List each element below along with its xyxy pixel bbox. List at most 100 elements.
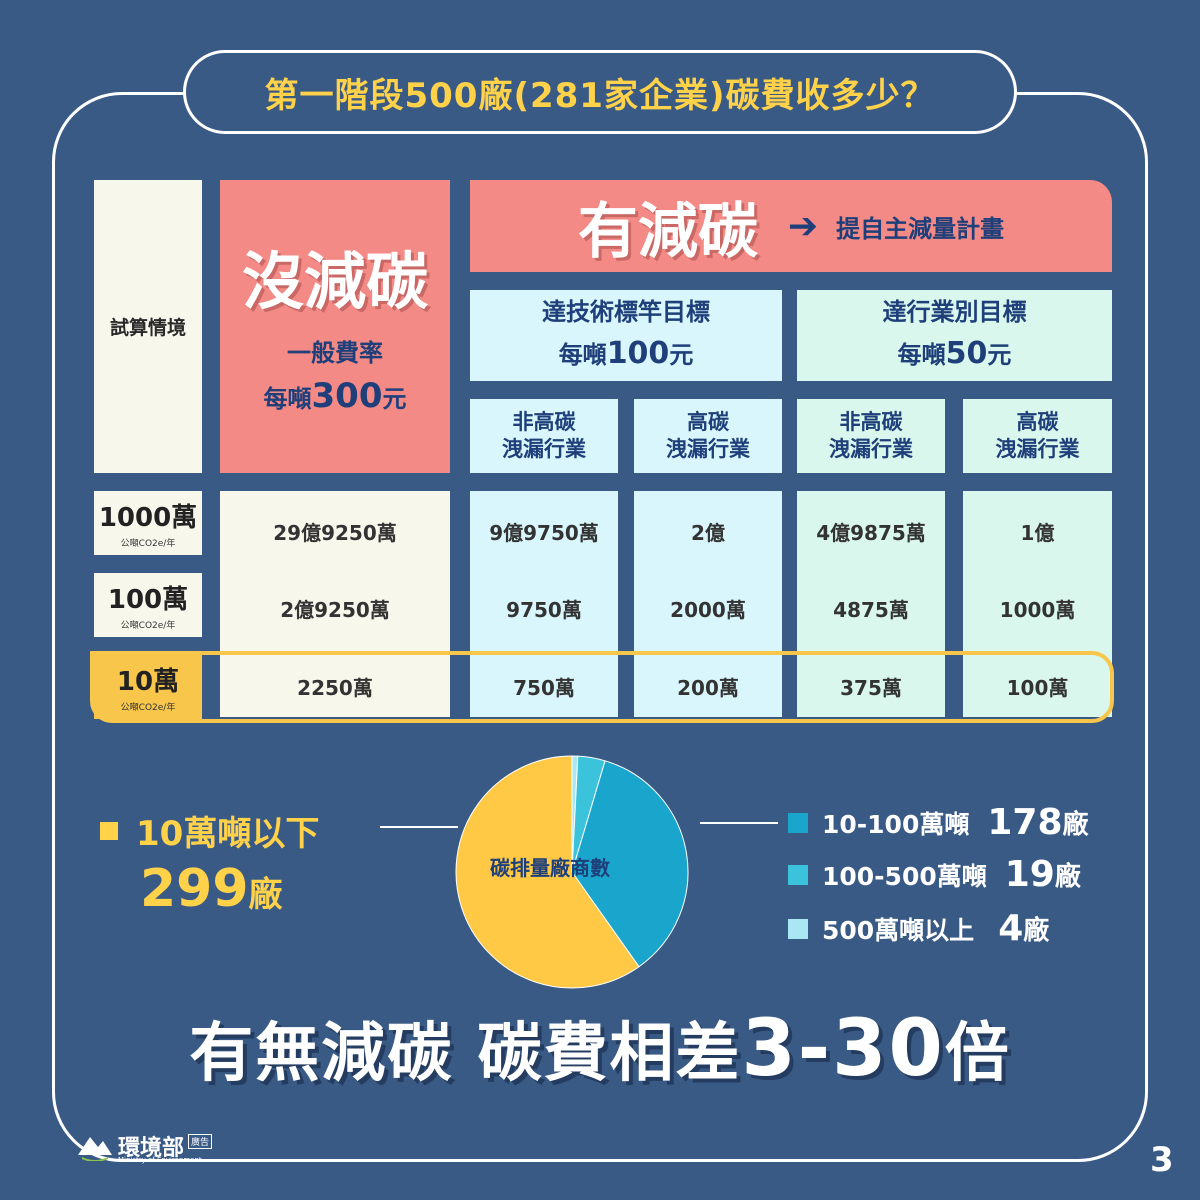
headline-suffix: 倍 bbox=[944, 1017, 1011, 1091]
legend-label: 10-100萬噸 bbox=[822, 809, 970, 839]
industry-line1: 高碳 bbox=[1016, 409, 1059, 434]
legend-swatch bbox=[788, 812, 808, 833]
industry-line2: 洩漏行業 bbox=[829, 437, 913, 461]
row-label: 100萬 bbox=[107, 585, 189, 615]
table-cell: 2億9250萬 bbox=[280, 597, 390, 622]
pie-slice bbox=[455, 755, 640, 989]
arrow-right-icon: ➔ bbox=[787, 205, 819, 247]
table-cell: 9億9750萬 bbox=[489, 520, 599, 545]
table-cell: 375萬 bbox=[840, 675, 902, 700]
org-name-en: Ministry of Environment bbox=[118, 1156, 202, 1164]
headline-number: 3-30 bbox=[741, 1004, 945, 1094]
row-label: 10萬 bbox=[116, 667, 180, 697]
with-reduction-header: 有減碳 ➔ 提自主減量計畫 bbox=[470, 180, 1112, 272]
row-unit: 公噸CO2e/年 bbox=[120, 703, 176, 713]
legend-swatch bbox=[788, 918, 808, 939]
table-cell: 1億 bbox=[1020, 520, 1055, 545]
leader-line bbox=[700, 822, 778, 824]
org-name: 環境部 bbox=[118, 1136, 185, 1161]
table-cell: 2250萬 bbox=[297, 675, 373, 700]
table-cell: 2000萬 bbox=[670, 597, 746, 622]
col-bg bbox=[963, 491, 1112, 717]
table-cell: 1000萬 bbox=[999, 597, 1076, 622]
col-bg bbox=[797, 491, 945, 717]
target-industry-header: 達行業別目標 每噸50元 bbox=[797, 290, 1112, 381]
table-cell: 9750萬 bbox=[506, 597, 582, 622]
leader-line bbox=[380, 826, 458, 828]
row-label: 1000萬 bbox=[98, 503, 198, 533]
table-cell: 4億9875萬 bbox=[816, 520, 926, 545]
no-reduction-rate: 一般費率 每噸300元 bbox=[264, 335, 407, 422]
ministry-logo: 環境部 廣告 Ministry of Environment bbox=[78, 1130, 213, 1164]
industry-header: 高碳 洩漏行業 bbox=[963, 399, 1112, 473]
self-reduction-plan: 提自主減量計畫 bbox=[836, 214, 1005, 243]
industry-line1: 高碳 bbox=[687, 409, 729, 434]
no-reduction-title: 沒減碳 bbox=[241, 245, 428, 318]
legend-unit: 廠 bbox=[1023, 916, 1050, 946]
legend-unit: 廠 bbox=[248, 875, 283, 915]
pie-slice bbox=[571, 760, 689, 968]
target-tech-value: 100 bbox=[606, 335, 670, 371]
legend-count: 19 bbox=[1004, 854, 1055, 895]
table-cell: 750萬 bbox=[513, 675, 575, 700]
industry-header: 高碳 洩漏行業 bbox=[634, 399, 782, 473]
legend-small-emitters: 10萬噸以下 299廠 bbox=[100, 806, 319, 919]
scenario-label: 試算情境 bbox=[109, 317, 186, 339]
table-cell: 100萬 bbox=[1006, 675, 1069, 700]
pie-title: 碳排量廠商數 bbox=[490, 856, 610, 880]
headline-text: 有無減碳 碳費相差 bbox=[189, 1017, 742, 1091]
rate-value: 300 bbox=[311, 376, 383, 416]
industry-header: 非高碳 洩漏行業 bbox=[470, 399, 618, 473]
legend-count: 4 bbox=[998, 908, 1024, 949]
headline: 有無減碳 碳費相差3-30倍 bbox=[0, 1002, 1200, 1094]
industry-line2: 洩漏行業 bbox=[666, 437, 750, 461]
page-title: 第一階段500廠(281家企業)碳費收多少？ bbox=[183, 50, 1017, 134]
target-industry-unit: 元 bbox=[987, 340, 1012, 369]
industry-line1: 非高碳 bbox=[512, 409, 576, 434]
legend-unit: 廠 bbox=[1062, 810, 1089, 840]
row-header: 100萬 公噸CO2e/年 bbox=[94, 573, 202, 637]
row-header: 1000萬 公噸CO2e/年 bbox=[94, 491, 202, 555]
table-cell: 4875萬 bbox=[833, 597, 909, 622]
no-reduction-header: 沒減碳 一般費率 每噸300元 bbox=[220, 180, 450, 473]
with-reduction-title: 有減碳 bbox=[577, 196, 758, 267]
table-cell: 29億9250萬 bbox=[273, 520, 397, 545]
rate-name: 一般費率 bbox=[286, 339, 383, 367]
target-tech-name: 達技術標竿目標 bbox=[542, 297, 710, 326]
col-bg bbox=[220, 491, 450, 717]
col-bg bbox=[470, 491, 618, 717]
legend-swatch bbox=[100, 821, 118, 840]
legend-label: 10萬噸以下 bbox=[136, 814, 320, 854]
highlight-row-outline bbox=[90, 651, 1114, 723]
row-unit: 公噸CO2e/年 bbox=[120, 621, 176, 631]
industry-header: 非高碳 洩漏行業 bbox=[797, 399, 945, 473]
row-unit: 公噸CO2e/年 bbox=[120, 539, 176, 549]
legend-count: 178 bbox=[987, 802, 1063, 843]
scenario-header: 試算情境 bbox=[94, 180, 202, 473]
table-cell: 200萬 bbox=[677, 675, 739, 700]
table-cell: 2億 bbox=[691, 520, 725, 545]
target-industry-prefix: 每噸 bbox=[897, 340, 946, 369]
industry-line2: 洩漏行業 bbox=[995, 437, 1080, 461]
target-industry-name: 達行業別目標 bbox=[882, 297, 1027, 326]
target-tech-header: 達技術標竿目標 每噸100元 bbox=[470, 290, 782, 381]
row-header: 10萬 公噸CO2e/年 bbox=[94, 655, 202, 719]
rate-unit: 元 bbox=[382, 385, 407, 413]
ad-badge: 廣告 bbox=[188, 1133, 213, 1149]
legend-label: 500萬噸以上 bbox=[822, 915, 975, 945]
industry-line1: 非高碳 bbox=[839, 409, 903, 434]
legend-swatch bbox=[788, 864, 808, 885]
legend-item: 10-100萬噸 178 廠 bbox=[788, 802, 1089, 843]
industry-line2: 洩漏行業 bbox=[502, 437, 586, 461]
pie-chart bbox=[455, 755, 689, 989]
legend-label: 100-500萬噸 bbox=[822, 861, 987, 891]
page-number: 3 bbox=[1150, 1140, 1174, 1180]
mountain-logo-icon bbox=[78, 1137, 112, 1161]
rate-prefix: 每噸 bbox=[263, 385, 312, 413]
target-tech-unit: 元 bbox=[669, 340, 694, 369]
legend-item: 100-500萬噸 19 廠 bbox=[788, 854, 1081, 895]
target-industry-value: 50 bbox=[945, 335, 988, 371]
target-tech-prefix: 每噸 bbox=[558, 340, 607, 369]
legend-unit: 廠 bbox=[1054, 862, 1081, 892]
